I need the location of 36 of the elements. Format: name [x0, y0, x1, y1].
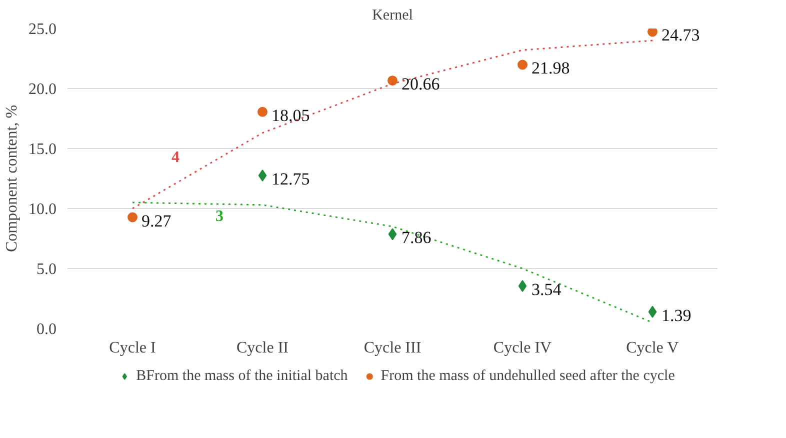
- data-label: 1.39: [662, 306, 692, 325]
- y-tick-label: 25.0: [28, 21, 56, 38]
- x-tick-label: Cycle II: [236, 340, 288, 356]
- point: [518, 280, 527, 292]
- data-label: 9.27: [142, 211, 172, 230]
- x-tick-label: Cycle V: [626, 340, 680, 356]
- y-tick-label: 5.0: [36, 261, 56, 278]
- chart-title: Kernel: [372, 8, 413, 24]
- point: [648, 306, 657, 318]
- point: [258, 106, 268, 117]
- x-tick-label: Cycle IV: [493, 340, 552, 356]
- point: [258, 170, 267, 182]
- data-label: 18.05: [272, 106, 310, 125]
- point: [128, 212, 138, 222]
- annotation: 4: [172, 149, 180, 166]
- y-tick-label: 0.0: [36, 321, 56, 338]
- y-tick-label: 15.0: [28, 141, 56, 158]
- data-label: 12.75: [272, 170, 310, 188]
- legend-label: From the mass of undehulled seed after the cycle: [380, 368, 675, 384]
- annotation: 3: [216, 208, 224, 226]
- y-axis-title: Component content, %: [4, 104, 20, 252]
- point: [518, 60, 528, 70]
- x-tick-label: Cycle III: [364, 340, 422, 356]
- data-label: 24.73: [662, 26, 700, 45]
- data-label: 21.98: [532, 58, 570, 78]
- data-label: 20.66: [402, 74, 440, 94]
- point: [648, 28, 658, 37]
- data-label: 7.86: [402, 228, 432, 248]
- x-tick-label: Cycle I: [109, 340, 156, 356]
- point: [388, 228, 397, 240]
- line-series: [132, 40, 654, 210]
- y-tick-label: 20.0: [28, 81, 56, 98]
- point: [388, 76, 398, 86]
- legend-label: BFrom the mass of the initial batch: [136, 368, 348, 384]
- y-tick-label: 10.0: [28, 201, 56, 218]
- data-label: 3.54: [532, 280, 562, 300]
